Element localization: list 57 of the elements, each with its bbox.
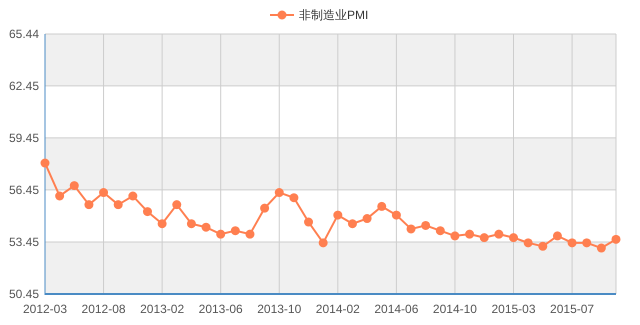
y-tick-label: 56.45: [8, 182, 40, 197]
x-tick-label: 2014-06: [374, 302, 419, 316]
point: [142, 207, 152, 216]
point: [202, 222, 211, 232]
point: [158, 219, 167, 228]
x-tick-label: 2012-03: [22, 302, 68, 316]
point: [568, 238, 577, 248]
point: [128, 192, 138, 200]
point: [348, 219, 357, 228]
point: [40, 158, 50, 168]
point: [612, 234, 620, 244]
point: [480, 233, 489, 242]
point: [509, 233, 518, 242]
x-tick-label: 2015-03: [491, 302, 536, 316]
x-tick-label: 2013-02: [140, 302, 184, 316]
point: [318, 238, 328, 248]
point: [172, 200, 182, 210]
point: [582, 238, 592, 248]
point: [304, 218, 314, 227]
point: [245, 230, 254, 239]
x-tick-label: 2014-02: [316, 302, 360, 316]
x-tick-label: 2012-08: [82, 302, 126, 316]
x-tick-label: 2015-07: [550, 302, 594, 316]
point: [362, 214, 372, 224]
point: [260, 204, 270, 213]
point: [114, 200, 123, 210]
point: [70, 181, 79, 190]
point: [377, 202, 386, 211]
point: [99, 188, 108, 198]
point: [421, 220, 430, 230]
point: [436, 226, 445, 236]
legend-label: 非制造业PMI: [299, 8, 368, 22]
y-tick-label: 50.45: [8, 287, 40, 301]
y-tick-label: 65.44: [8, 27, 40, 41]
point: [494, 230, 504, 239]
point: [333, 210, 342, 220]
y-tick-label: 59.45: [8, 130, 40, 145]
point: [84, 200, 94, 210]
y-tick-label: 53.45: [8, 234, 40, 249]
point: [216, 230, 226, 239]
point: [552, 231, 562, 240]
y-tick-label: 62.45: [8, 78, 40, 93]
x-tick-label: 2013-10: [257, 302, 302, 316]
point: [230, 226, 240, 236]
point: [55, 192, 64, 200]
point: [289, 193, 298, 202]
x-tick-label: 2013-06: [198, 302, 244, 316]
point: [524, 238, 533, 248]
point: [406, 224, 416, 234]
point: [392, 210, 401, 220]
point: [450, 231, 460, 240]
point: [596, 244, 606, 253]
x-tick-label: 2014-10: [432, 302, 478, 316]
point: [186, 219, 196, 228]
point: [538, 242, 548, 251]
point: [274, 188, 284, 198]
point: [465, 230, 474, 239]
